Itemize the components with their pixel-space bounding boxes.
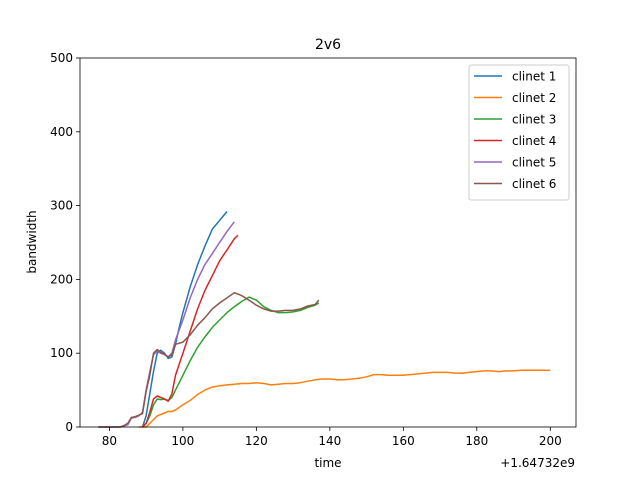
y-tick-label: 200 <box>50 272 73 286</box>
legend-label: clinet 4 <box>512 134 556 148</box>
x-tick-label: 160 <box>392 434 415 448</box>
legend-label: clinet 6 <box>512 177 556 191</box>
legend-label: clinet 5 <box>512 156 556 170</box>
legend-label: clinet 2 <box>512 91 556 105</box>
x-tick-label: 80 <box>102 434 117 448</box>
y-tick-label: 400 <box>50 125 73 139</box>
x-tick-label: 180 <box>465 434 488 448</box>
legend-box <box>468 64 570 201</box>
series-line-6 <box>98 291 320 428</box>
plot-frame <box>79 57 577 428</box>
chart-title: 2v6 <box>315 37 341 53</box>
y-tick-label: 0 <box>65 420 73 434</box>
x-tick-label: 140 <box>318 434 341 448</box>
series-line-3 <box>141 296 320 428</box>
plot-area <box>98 211 551 428</box>
series-line-4 <box>141 234 239 428</box>
y-tick-label: 100 <box>50 346 73 360</box>
x-tick-label: 100 <box>171 434 194 448</box>
x-axis-label: time <box>314 456 341 470</box>
x-offset-label: +1.64732e9 <box>500 456 575 470</box>
x-tick-label: 200 <box>539 434 562 448</box>
x-tick-label: 120 <box>245 434 268 448</box>
x-axis: 80 100 120 140 160 180 200 <box>102 427 562 448</box>
legend-label: clinet 3 <box>512 113 556 127</box>
legend-label: clinet 1 <box>512 70 556 84</box>
series-line-2 <box>138 369 551 428</box>
y-tick-label: 300 <box>50 199 73 213</box>
legend: clinet 1 clinet 2 clinet 3 clinet 4 clinet 5… <box>468 64 570 201</box>
y-tick-label: 500 <box>50 51 73 65</box>
y-axis: 0 100 200 300 400 500 <box>50 51 80 434</box>
y-axis-label: bandwidth <box>25 210 39 273</box>
